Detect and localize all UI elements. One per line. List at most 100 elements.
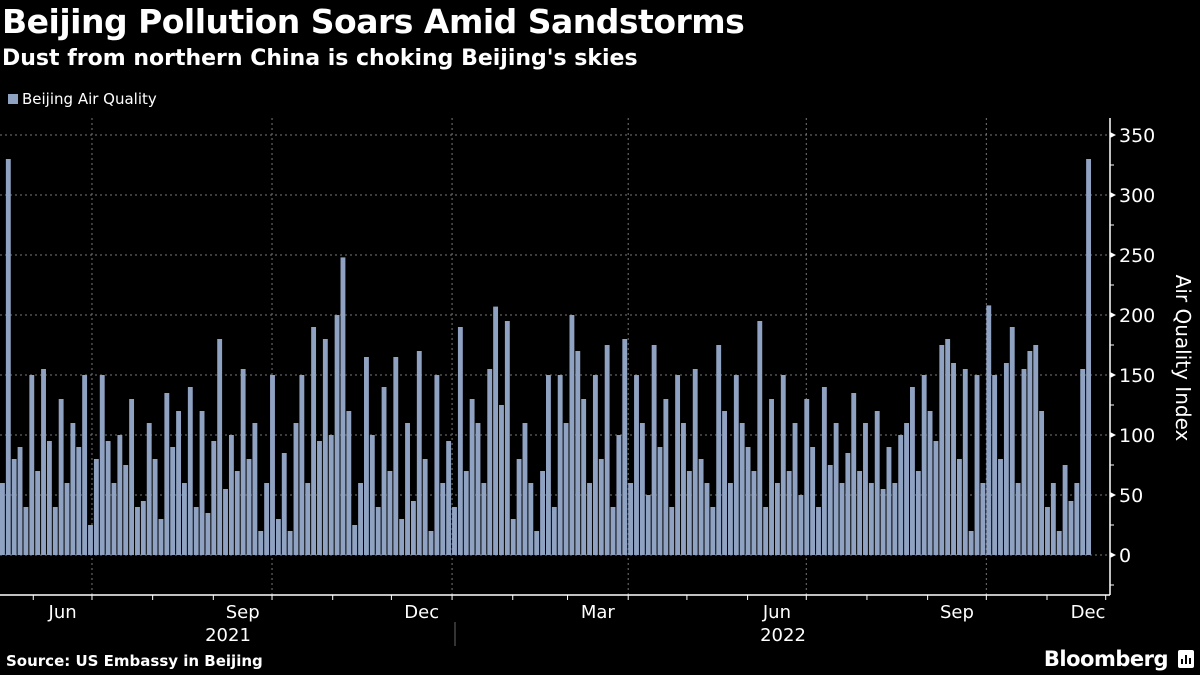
bar [669, 507, 675, 555]
bar [187, 387, 193, 555]
bar [29, 375, 35, 555]
bar [293, 423, 299, 555]
bar [710, 507, 716, 555]
brand-logo: Bloomberg [1043, 647, 1169, 671]
bar [769, 399, 774, 555]
bar [592, 375, 598, 555]
bar [634, 375, 639, 555]
bar [992, 375, 998, 555]
bar [305, 483, 311, 555]
bar [422, 459, 428, 555]
bar [481, 483, 487, 555]
y-tick-label: 250 [1119, 245, 1155, 267]
bar [551, 507, 557, 555]
bar [880, 489, 886, 555]
bar [493, 306, 499, 555]
bar [845, 453, 851, 555]
bar [780, 375, 786, 555]
bar [381, 387, 387, 555]
bar [945, 339, 951, 555]
bar [182, 483, 187, 555]
bar [522, 423, 528, 555]
bar [839, 483, 845, 555]
bar [234, 471, 240, 555]
y-tick-label: 0 [1119, 545, 1131, 567]
bar [898, 435, 904, 555]
bar [364, 357, 369, 555]
bar [980, 483, 986, 555]
bar [5, 159, 11, 555]
bar [974, 375, 980, 555]
bar [598, 459, 604, 555]
bar [258, 531, 264, 555]
y-tick [1110, 312, 1116, 318]
bar [1045, 507, 1050, 555]
bar [516, 459, 522, 555]
bar [728, 483, 733, 555]
y-tick-label: 200 [1119, 305, 1155, 327]
y-tick [1110, 552, 1116, 558]
bar [886, 447, 892, 555]
bar [722, 411, 728, 555]
y-tick-label: 150 [1119, 365, 1155, 387]
bar [663, 399, 669, 555]
bar [129, 399, 135, 555]
bar [1062, 465, 1068, 555]
x-tick-label: Sep [226, 602, 260, 623]
bar [733, 375, 739, 555]
bar [675, 375, 681, 555]
bar [211, 441, 217, 555]
bar [252, 423, 258, 555]
bar [904, 423, 910, 555]
y-axis-label: Air Quality Index [1171, 275, 1195, 442]
bar [281, 453, 287, 555]
bar [692, 369, 698, 555]
x-tick-label: Dec [1071, 602, 1106, 623]
bar [540, 471, 546, 555]
bar [0, 483, 5, 555]
bar [1021, 369, 1027, 555]
bar [1050, 483, 1056, 555]
bar [123, 465, 129, 555]
bar [111, 483, 117, 555]
legend-swatch [8, 94, 18, 104]
bar [346, 411, 352, 555]
bar [170, 447, 176, 555]
x-tick-label: Jun [48, 602, 77, 623]
bar [499, 405, 504, 555]
bar [956, 459, 962, 555]
bar [88, 525, 93, 555]
bar [739, 423, 745, 555]
bar [915, 471, 921, 555]
bar [557, 375, 563, 555]
legend-label: Beijing Air Quality [22, 90, 157, 108]
bar [951, 363, 956, 555]
bar [240, 369, 246, 555]
y-tick-label: 350 [1119, 125, 1155, 147]
bar [223, 489, 228, 555]
bar [792, 423, 798, 555]
bar [287, 531, 293, 555]
bar [786, 471, 792, 555]
bar [622, 339, 628, 555]
bar [46, 441, 52, 555]
bar [452, 507, 457, 555]
bar [504, 321, 510, 555]
bar [93, 459, 99, 555]
bar [939, 345, 945, 555]
bar [387, 471, 393, 555]
bar [434, 375, 440, 555]
bar [1009, 327, 1015, 555]
bar [410, 501, 416, 555]
x-tick-label: Dec [404, 602, 439, 623]
bar [968, 531, 974, 555]
bar [199, 411, 205, 555]
bar [892, 483, 898, 555]
bar [1033, 345, 1039, 555]
bar [681, 423, 686, 555]
bar [205, 513, 211, 555]
bar [804, 399, 810, 555]
bar [322, 339, 328, 555]
bar [575, 351, 581, 555]
